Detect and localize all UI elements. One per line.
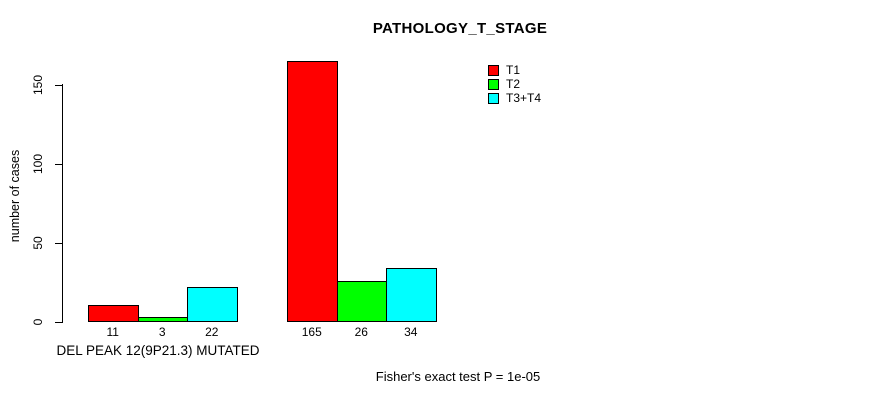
bar-value-label: 34 [404,325,418,339]
y-tick [55,164,62,165]
legend-swatch [488,64,499,76]
legend-item: T3+T4 [488,91,541,105]
y-tick-label: 50 [31,236,45,250]
bar-value-label: 22 [205,325,219,339]
y-axis-line [62,84,63,323]
bar-value-label: 165 [301,325,322,339]
legend-label: T3+T4 [506,91,542,105]
bar-T3+T4-group1 [187,287,238,322]
y-axis-label: number of cases [8,149,22,243]
chart-title: PATHOLOGY_T_STAGE [372,20,548,37]
y-tick-label: 0 [31,318,45,326]
bar-value-label: 26 [354,325,368,339]
legend-label: T1 [506,63,521,77]
bar-T1-group2 [287,61,338,322]
bar-T3+T4-group2 [386,268,437,322]
y-tick [55,85,62,86]
y-tick-label: 150 [31,74,45,96]
legend: T1 T2 T3+T4 [488,63,541,105]
bar-T2-group1 [137,317,188,322]
bar-value-label: 3 [158,325,166,339]
bar-T1-group1 [88,304,139,322]
legend-item: T1 [488,63,541,77]
x-category-label: DEL PEAK 12(9P21.3) MUTATED [56,343,260,358]
y-tick [55,243,62,244]
bar-T2-group2 [336,280,387,322]
legend-swatch [488,92,499,104]
y-tick [55,322,62,323]
legend-swatch [488,78,499,90]
bar-value-label: 11 [106,325,119,339]
legend-item: T2 [488,77,541,91]
y-tick-label: 100 [31,153,45,175]
fisher-test-annotation: Fisher's exact test P = 1e-05 [375,369,541,384]
legend-label: T2 [506,77,521,91]
